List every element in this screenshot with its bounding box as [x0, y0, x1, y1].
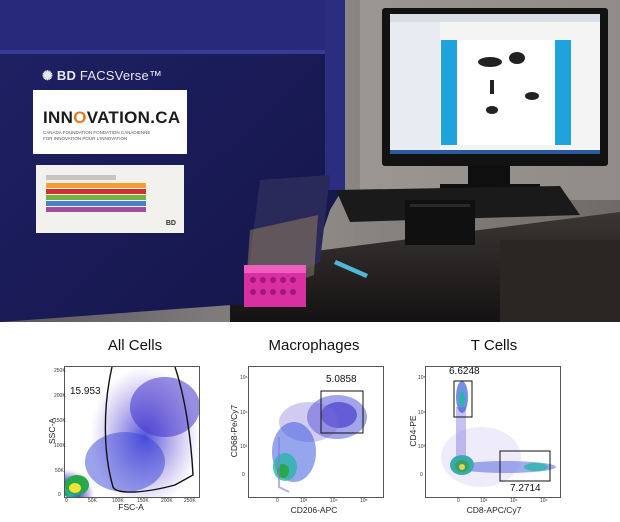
macrophages-plot — [248, 366, 384, 498]
all-cells-y-tick: 0 — [58, 492, 61, 498]
all-cells-y-tick: 150K — [54, 418, 66, 424]
sticker-brand: BD — [165, 220, 176, 227]
macrophages-x-tick: 10³ — [300, 498, 308, 504]
all-cells-x-tick: 150K — [137, 498, 149, 504]
t-cells-scatter — [426, 367, 560, 497]
instrument-logo: ✺ BD FACSVerse™ — [42, 68, 162, 84]
macrophages-y-tick: 0 — [242, 472, 245, 478]
macrophages-x-tick: 10⁵ — [360, 498, 368, 504]
instrument-sticker: BD — [36, 165, 184, 233]
all-cells-y-tick: 50K — [55, 468, 64, 474]
all-cells-x-tick: 50K — [88, 498, 97, 504]
macrophages-gate-value: 5.0858 — [326, 374, 357, 385]
macrophages-scatter — [249, 367, 383, 497]
t-cells-y-tick: 10⁴ — [418, 410, 426, 416]
panel-title-all-cells: All Cells — [107, 337, 163, 354]
lab-photo: ✺ BD FACSVerse™ INNOVATION.CA CANADA FOU… — [0, 0, 620, 322]
all-cells-x-tick: 100K — [112, 498, 124, 504]
t-cells-gate-value-cd4: 6.6248 — [449, 366, 480, 377]
instrument-brand: BD — [56, 68, 77, 83]
all-cells-x-tick: 250K — [184, 498, 196, 504]
all-cells-plot — [64, 366, 200, 498]
panel-title-t-cells: T Cells — [470, 337, 518, 354]
macrophages-y-label: CD68-Pe/Cy7 — [229, 404, 239, 458]
t-cells-x-tick: 10⁴ — [510, 498, 518, 504]
t-cells-y-tick: 10³ — [418, 444, 426, 450]
all-cells-y-tick: 250K — [54, 368, 66, 374]
t-cells-plot — [425, 366, 561, 498]
all-cells-y-tick: 100K — [54, 443, 66, 449]
t-cells-gate-value-cd8: 7.2714 — [510, 483, 541, 494]
all-cells-scatter — [65, 367, 199, 497]
macrophages-x-tick: 0 — [276, 498, 279, 504]
t-cells-x-label: CD8-APC/Cy7 — [466, 505, 522, 515]
flow-cytometry-panels: All Cells — [0, 322, 620, 522]
lab-scene-illustration — [0, 0, 620, 322]
t-cells-x-tick: 0 — [457, 498, 460, 504]
t-cells-x-tick: 10⁵ — [540, 498, 548, 504]
macrophages-y-tick: 10⁵ — [240, 375, 248, 381]
macrophages-y-tick: 10⁴ — [240, 410, 248, 416]
innovation-subtitle: CANADA FOUNDATION FONDATION CANADIENNE F… — [43, 130, 151, 141]
t-cells-x-tick: 10³ — [480, 498, 488, 504]
innovation-title: INNOVATION.CA — [43, 108, 181, 127]
all-cells-gate-value: 15.953 — [70, 386, 101, 397]
bd-logo-icon: ✺ — [42, 68, 54, 83]
t-cells-y-tick: 0 — [420, 472, 423, 478]
macrophages-x-label: CD206-APC — [290, 505, 338, 515]
all-cells-y-tick: 200K — [54, 393, 66, 399]
instrument-model: FACSVerse™ — [79, 68, 163, 83]
panel-title-macrophages: Macrophages — [268, 337, 360, 354]
t-cells-y-label: CD4-PE — [408, 415, 418, 447]
innovation-label: INNOVATION.CA CANADA FOUNDATION FONDATIO… — [33, 90, 187, 154]
macrophages-x-tick: 10⁴ — [330, 498, 338, 504]
all-cells-x-tick: 0 — [65, 498, 68, 504]
all-cells-x-label: FSC-A — [118, 502, 144, 512]
t-cells-y-tick: 10⁵ — [418, 375, 426, 381]
macrophages-y-tick: 10³ — [240, 444, 248, 450]
all-cells-x-tick: 200K — [161, 498, 173, 504]
